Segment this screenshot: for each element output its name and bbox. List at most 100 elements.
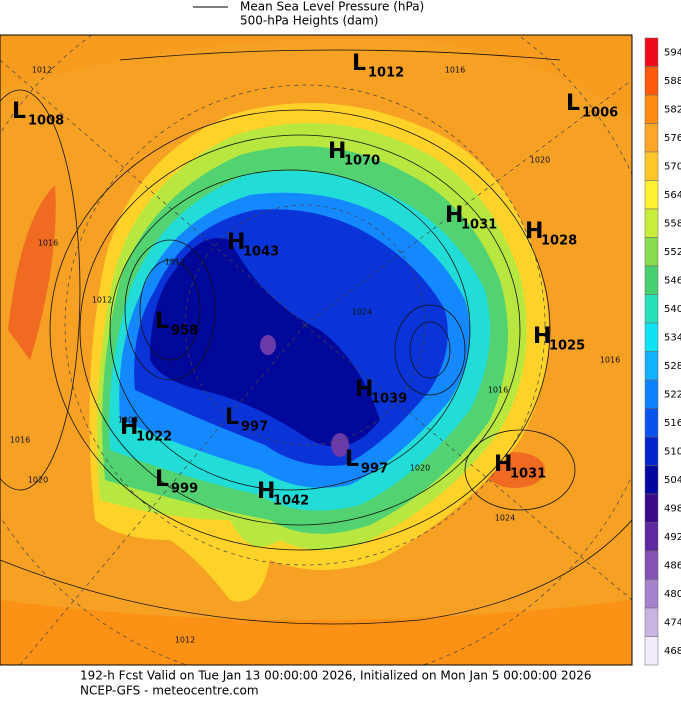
- center-letter: H: [355, 377, 373, 402]
- center-letter: L: [225, 405, 239, 430]
- colorbar-label: 588: [664, 76, 681, 87]
- contour-label: 1012: [165, 258, 185, 267]
- colorbar-box: [644, 465, 659, 495]
- colorbar-label: 540: [664, 304, 681, 315]
- center-letter: L: [566, 91, 580, 116]
- colorbar-label: 492: [664, 532, 681, 543]
- footer-text: 192-h Fcst Valid on Tue Jan 13 00:00:00 …: [80, 669, 592, 683]
- contour-label: 1020: [28, 476, 48, 485]
- colorbar-label: 504: [664, 475, 681, 486]
- colorbar-label: 474: [664, 617, 681, 628]
- colorbar-box: [644, 208, 659, 238]
- footer-text: NCEP-GFS - meteocentre.com: [80, 684, 259, 698]
- legend-text: Mean Sea Level Pressure (hPa): [240, 0, 424, 14]
- colorbar-label: 594: [664, 47, 681, 58]
- contour-label: 1020: [410, 464, 430, 473]
- colorbar-label: 528: [664, 361, 681, 372]
- center-letter: L: [352, 51, 366, 76]
- contour-label: 1012: [92, 296, 112, 305]
- center-value: 999: [171, 482, 198, 497]
- colorbar-box: [644, 607, 659, 637]
- colorbar-box: [644, 493, 659, 523]
- center-value: 1008: [28, 114, 64, 129]
- center-letter: H: [257, 479, 275, 504]
- map: [0, 35, 632, 665]
- colorbar-box: [644, 550, 659, 580]
- contour-label: 1016: [38, 239, 58, 248]
- colorbar-label: 522: [664, 389, 681, 400]
- center-value: 958: [171, 324, 198, 339]
- colorbar-box: [644, 408, 659, 438]
- contour-label: 1024: [352, 308, 372, 317]
- center-letter: L: [12, 99, 26, 124]
- colorbar-label: 516: [664, 418, 681, 429]
- center-value: 1070: [344, 154, 380, 169]
- colorbar-box: [644, 579, 659, 609]
- colorbar-box: [644, 436, 659, 466]
- center-value: 1025: [549, 339, 585, 354]
- center-letter: H: [494, 452, 512, 477]
- contour-label: 1016: [488, 386, 508, 395]
- graticule: [0, 35, 632, 665]
- colorbar-label: 552: [664, 247, 681, 258]
- colorbar-label: 468: [664, 646, 681, 657]
- colorbar-box: [644, 123, 659, 153]
- contour-label: 1012: [32, 66, 52, 75]
- center-value: 1031: [461, 218, 497, 233]
- colorbar-label: 498: [664, 503, 681, 514]
- center-value: 997: [361, 462, 388, 477]
- map-frame: [0, 34, 633, 666]
- center-value: 1028: [541, 234, 577, 249]
- center-value: 1022: [136, 430, 172, 445]
- colorbar-box: [644, 522, 659, 552]
- colorbar-label: 480: [664, 589, 681, 600]
- colorbar-box: [644, 37, 659, 67]
- center-value: 1006: [582, 106, 618, 121]
- center-value: 1039: [371, 392, 407, 407]
- colorbar-label: 564: [664, 190, 681, 201]
- contours: [0, 49, 632, 625]
- legend-text: 500-hPa Heights (dam): [240, 14, 378, 28]
- center-letter: H: [445, 203, 463, 228]
- contour-label: 1020: [530, 156, 550, 165]
- colorbar-box: [644, 265, 659, 295]
- center-value: 1043: [243, 245, 279, 260]
- colorbar-box: [644, 180, 659, 210]
- colorbar-label: 558: [664, 218, 681, 229]
- colorbar-label: 534: [664, 332, 681, 343]
- center-letter: L: [155, 467, 169, 492]
- center-letter: L: [155, 309, 169, 334]
- contour-label: 1016: [10, 436, 30, 445]
- contour-label: 1016: [600, 356, 620, 365]
- colorbar-box: [644, 636, 659, 666]
- center-letter: L: [345, 447, 359, 472]
- colorbar-label: 570: [664, 161, 681, 172]
- colorbar-box: [644, 351, 659, 381]
- colorbar-box: [644, 151, 659, 181]
- colorbar-box: [644, 379, 659, 409]
- colorbar-box: [644, 94, 659, 124]
- center-letter: H: [533, 324, 551, 349]
- contour-label: 1024: [495, 514, 515, 523]
- colorbar-label: 510: [664, 446, 681, 457]
- center-letter: H: [328, 139, 346, 164]
- colorbar-box: [644, 294, 659, 324]
- center-value: 1012: [368, 66, 404, 81]
- colorbar-box: [644, 322, 659, 352]
- center-value: 1031: [510, 467, 546, 482]
- contour-label: 1008: [118, 416, 138, 425]
- center-value: 997: [241, 420, 268, 435]
- center-letter: H: [120, 415, 138, 440]
- contour-label: 1016: [445, 66, 465, 75]
- colorbar-label: 486: [664, 560, 681, 571]
- contour-label: 1012: [175, 636, 195, 645]
- colorbar-label: 582: [664, 104, 681, 115]
- colorbar-label: 576: [664, 133, 681, 144]
- center-letter: H: [227, 230, 245, 255]
- colorbar-box: [644, 237, 659, 267]
- colorbar-box: [644, 66, 659, 96]
- center-value: 1042: [273, 494, 309, 509]
- colorbar-label: 546: [664, 275, 681, 286]
